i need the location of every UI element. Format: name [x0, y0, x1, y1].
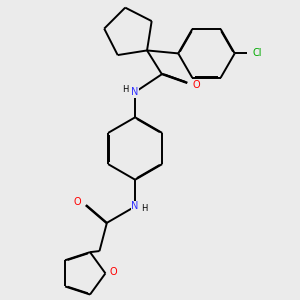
Text: Cl: Cl [252, 48, 262, 59]
Text: N: N [131, 87, 139, 97]
Text: H: H [142, 204, 148, 213]
Text: O: O [74, 197, 82, 207]
Text: O: O [109, 267, 117, 277]
Text: N: N [131, 202, 139, 212]
Text: O: O [192, 80, 200, 90]
Text: H: H [122, 85, 129, 94]
